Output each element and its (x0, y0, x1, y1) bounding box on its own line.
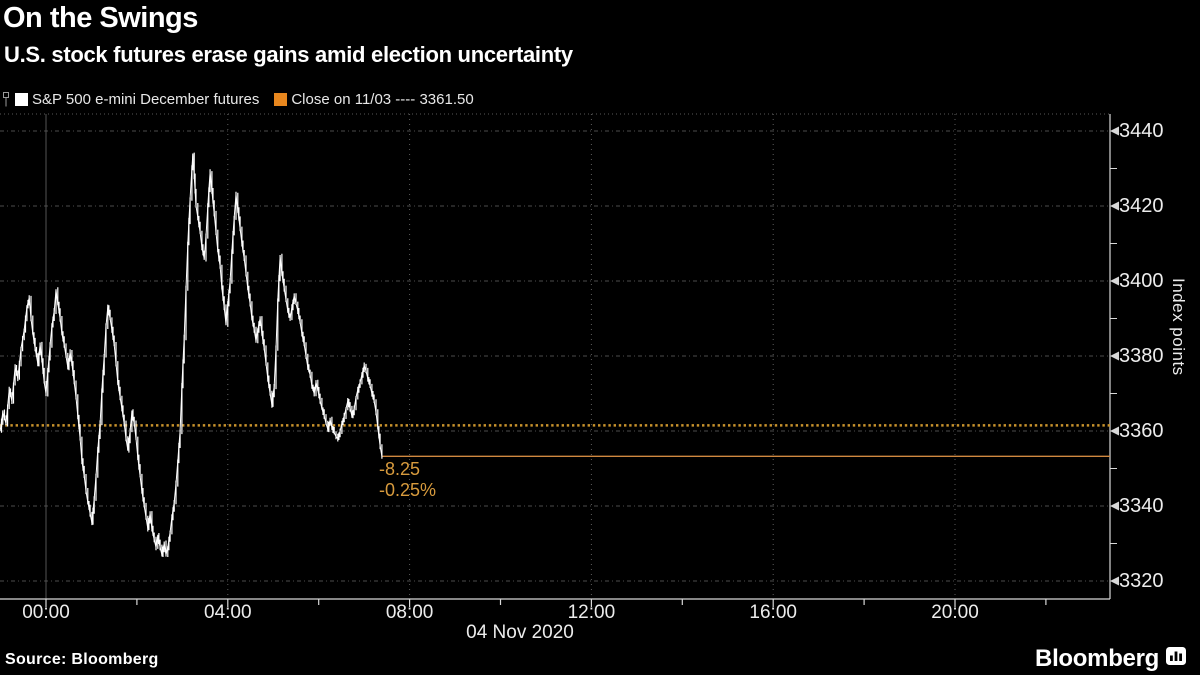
y-tick-label: 3420 (1119, 195, 1164, 217)
x-tick-label: 00:00 (22, 602, 70, 623)
bloomberg-logo: Bloomberg (1035, 645, 1186, 673)
price-series-bars (0, 152, 383, 557)
y-major-tick-arrow (1110, 351, 1119, 361)
y-tick-label: 3360 (1119, 420, 1164, 442)
series-label: S&P 500 e-mini December futures (32, 90, 260, 108)
x-tick-label: 12:00 (567, 602, 616, 623)
y-tick-label: 3340 (1119, 495, 1164, 517)
y-major-tick-arrow (1110, 126, 1119, 136)
net-change-value: -8.25 (379, 459, 421, 479)
page-title: On the Swings (3, 2, 198, 34)
price-series-line (0, 155, 383, 555)
bloomberg-logo-text: Bloomberg (1035, 645, 1159, 672)
y-major-tick-arrow (1110, 201, 1119, 211)
close-line-swatch-orange (274, 92, 288, 106)
series-swatch-white (15, 92, 28, 106)
price-change-annotation: -8.25 -0.25% (379, 459, 436, 501)
x-tick-label: 04:00 (204, 602, 252, 623)
ohlc-series-icon (3, 91, 13, 107)
y-major-tick-arrow (1110, 501, 1119, 511)
source-credit: Source: Bloomberg (5, 651, 159, 668)
y-major-tick-arrow (1110, 576, 1119, 586)
y-tick-label: 3440 (1119, 120, 1164, 142)
pct-change-value: -0.25% (379, 480, 437, 500)
legend: S&P 500 e-mini December futures Close on… (3, 90, 474, 108)
close-line-label: Close on 11/03 ---- 3361.50 (291, 90, 474, 108)
y-tick-label: 3320 (1119, 570, 1164, 592)
bloomberg-chart-bubble-icon (1166, 647, 1186, 671)
y-major-tick-arrow (1110, 276, 1119, 286)
y-tick-label: 3380 (1119, 345, 1164, 367)
y-major-tick-arrow (1110, 426, 1119, 436)
y-tick-label: 3400 (1119, 270, 1164, 292)
x-tick-label: 08:00 (385, 602, 434, 623)
x-tick-label: 16:00 (749, 602, 797, 623)
x-tick-label: 20:00 (931, 602, 979, 623)
y-axis-title: Index points (1169, 278, 1188, 376)
page-subtitle: U.S. stock futures erase gains amid elec… (4, 42, 573, 67)
x-axis-date-label: 04 Nov 2020 (466, 622, 574, 643)
